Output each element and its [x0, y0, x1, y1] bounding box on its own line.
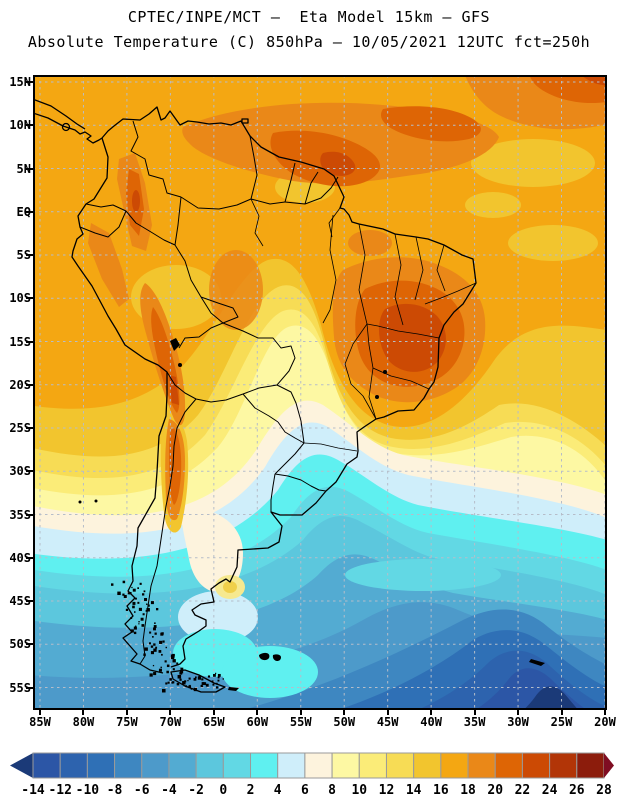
- weather-map-page: CPTEC/INPE/MCT – Eta Model 15km – GFS Ab…: [0, 0, 618, 800]
- lon-tick-60W: [256, 710, 258, 715]
- lon-label-45W: 45W: [370, 715, 406, 729]
- lon-label-80W: 80W: [65, 715, 101, 729]
- colorbar-label-26: 26: [569, 783, 585, 798]
- lon-tick-35W: [474, 710, 476, 715]
- colorbar-label--14: -14: [21, 783, 45, 798]
- lon-tick-75W: [126, 710, 128, 715]
- title-line-1: CPTEC/INPE/MCT – Eta Model 15km – GFS: [0, 8, 618, 26]
- colorbar-cell-2: [87, 753, 114, 778]
- colorbar-label-14: 14: [406, 783, 422, 798]
- colorbar-cell-12: [359, 753, 386, 778]
- colorbar-cell-10: [305, 753, 332, 778]
- lat-tick-45S: [26, 600, 33, 602]
- colorbar-cell-9: [278, 753, 305, 778]
- lat-tick-55S: [26, 687, 33, 689]
- colorbar: -14-12-10-8-6-4-202468101214161820222426…: [0, 746, 618, 800]
- lon-tick-85W: [39, 710, 41, 715]
- title-line-2: Absolute Temperature (C) 850hPa – 10/05/…: [0, 33, 618, 51]
- colorbar-cell-19: [550, 753, 577, 778]
- colorbar-cell-11: [332, 753, 359, 778]
- lat-tick-40S: [26, 557, 33, 559]
- colorbar-label--10: -10: [76, 783, 100, 798]
- lon-tick-65W: [213, 710, 215, 715]
- lon-tick-55W: [300, 710, 302, 715]
- colorbar-label-24: 24: [542, 783, 558, 798]
- colorbar-label-0: 0: [219, 783, 227, 798]
- colorbar-label--8: -8: [107, 783, 123, 798]
- lon-tick-80W: [82, 710, 84, 715]
- temperature-field: [33, 75, 607, 710]
- lon-tick-20W: [604, 710, 606, 715]
- colorbar-label--4: -4: [161, 783, 177, 798]
- colorbar-cell-6: [196, 753, 223, 778]
- lon-tick-50W: [343, 710, 345, 715]
- colorbar-label--6: -6: [134, 783, 150, 798]
- colorbar-label-20: 20: [487, 783, 503, 798]
- colorbar-cell-14: [414, 753, 441, 778]
- lat-tick-10S: [26, 297, 33, 299]
- colorbar-cell-7: [223, 753, 250, 778]
- colorbar-cell-3: [115, 753, 142, 778]
- colorbar-cell-13: [386, 753, 413, 778]
- lon-tick-70W: [169, 710, 171, 715]
- lat-tick-30S: [26, 470, 33, 472]
- lat-tick-5N: [26, 168, 33, 170]
- lat-tick-10N: [26, 124, 33, 126]
- lon-label-20W: 20W: [587, 715, 618, 729]
- lat-tick-15N: [26, 81, 33, 83]
- lon-label-70W: 70W: [152, 715, 188, 729]
- colorbar-cell-0: [33, 753, 60, 778]
- lat-tick-5S: [26, 254, 33, 256]
- colorbar-left-arrow: [10, 753, 33, 778]
- colorbar-label--12: -12: [48, 783, 71, 798]
- colorbar-label-18: 18: [460, 783, 476, 798]
- colorbar-label-12: 12: [379, 783, 395, 798]
- colorbar-cell-5: [169, 753, 196, 778]
- colorbar-cell-1: [60, 753, 87, 778]
- lon-label-25W: 25W: [544, 715, 580, 729]
- colorbar-cell-16: [468, 753, 495, 778]
- colorbar-label-2: 2: [247, 783, 255, 798]
- colorbar-label-16: 16: [433, 783, 449, 798]
- colorbar-cell-18: [522, 753, 549, 778]
- lon-label-75W: 75W: [109, 715, 145, 729]
- colorbar-label-6: 6: [301, 783, 309, 798]
- lat-tick-35S: [26, 514, 33, 516]
- lon-tick-45W: [387, 710, 389, 715]
- lat-tick-25S: [26, 427, 33, 429]
- lon-label-35W: 35W: [457, 715, 493, 729]
- map-canvas: [33, 75, 607, 710]
- colorbar-label-10: 10: [351, 783, 367, 798]
- colorbar-label-4: 4: [274, 783, 282, 798]
- colorbar-cell-20: [577, 753, 604, 778]
- lon-tick-30W: [517, 710, 519, 715]
- lon-tick-40W: [430, 710, 432, 715]
- lon-label-85W: 85W: [22, 715, 58, 729]
- colorbar-label-22: 22: [515, 783, 531, 798]
- lon-tick-25W: [561, 710, 563, 715]
- colorbar-cell-4: [142, 753, 169, 778]
- lon-label-65W: 65W: [196, 715, 232, 729]
- lat-tick-EQ: [26, 211, 33, 213]
- colorbar-cell-17: [495, 753, 522, 778]
- lat-tick-50S: [26, 643, 33, 645]
- colorbar-cell-15: [441, 753, 468, 778]
- colorbar-label-8: 8: [328, 783, 336, 798]
- lon-label-50W: 50W: [326, 715, 362, 729]
- colorbar-label--2: -2: [188, 783, 204, 798]
- colorbar-label-28: 28: [596, 783, 612, 798]
- colorbar-cell-8: [251, 753, 278, 778]
- lat-tick-15S: [26, 341, 33, 343]
- lat-tick-20S: [26, 384, 33, 386]
- lon-label-40W: 40W: [413, 715, 449, 729]
- lon-label-30W: 30W: [500, 715, 536, 729]
- colorbar-right-arrow: [604, 753, 614, 778]
- lon-label-60W: 60W: [239, 715, 275, 729]
- map-frame: [33, 75, 607, 710]
- lon-label-55W: 55W: [283, 715, 319, 729]
